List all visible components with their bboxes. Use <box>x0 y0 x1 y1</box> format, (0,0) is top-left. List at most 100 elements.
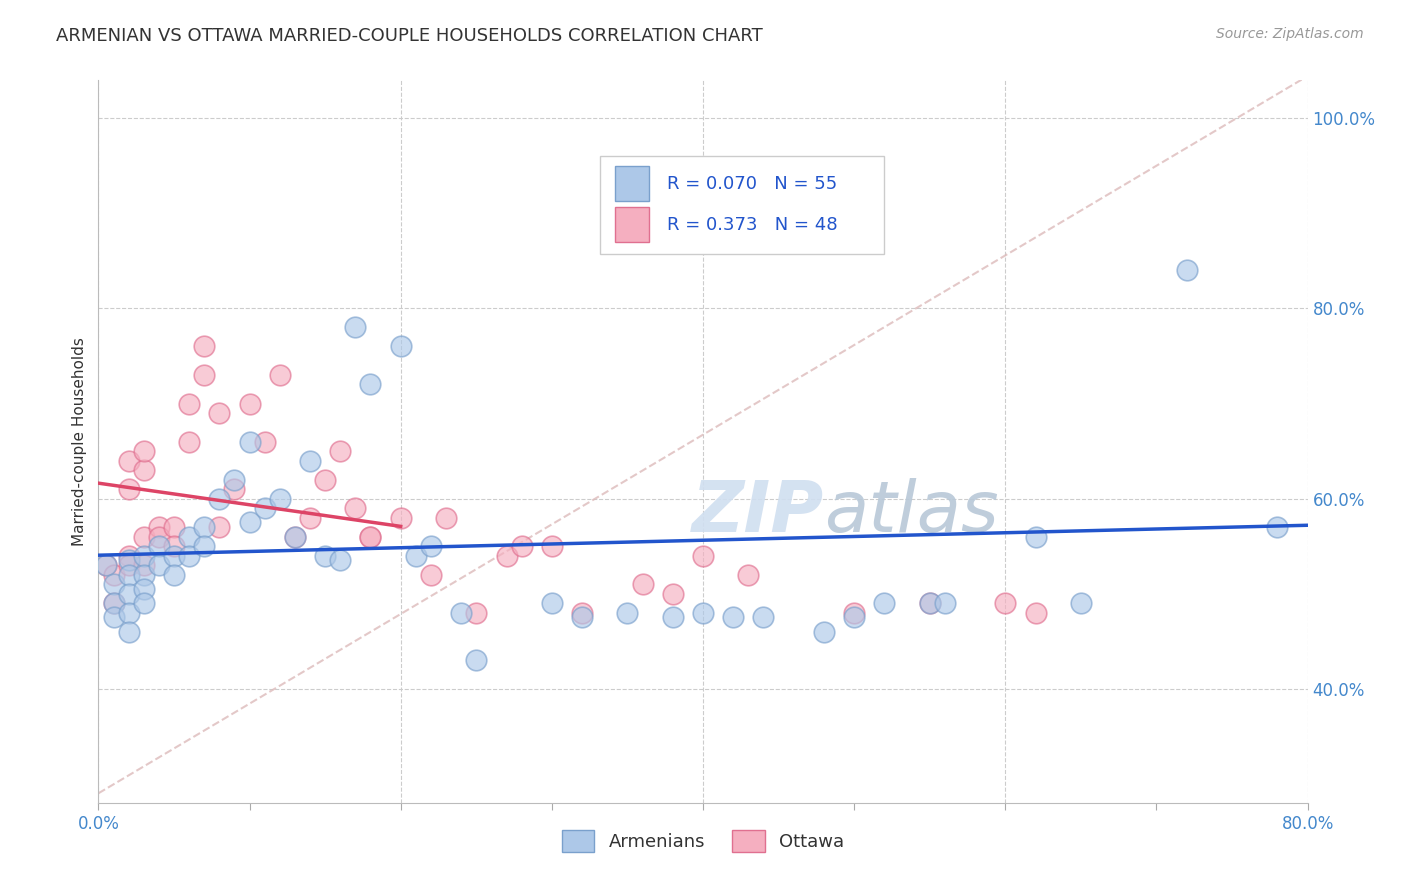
Point <box>132 582 155 596</box>
Point <box>132 463 155 477</box>
Point <box>540 596 562 610</box>
Text: R = 0.373   N = 48: R = 0.373 N = 48 <box>666 216 838 234</box>
FancyBboxPatch shape <box>614 208 648 242</box>
Point <box>1024 530 1046 544</box>
Point <box>118 606 141 620</box>
Point <box>465 606 488 620</box>
Point <box>510 539 533 553</box>
Point <box>239 396 262 410</box>
Point <box>269 368 291 382</box>
Point <box>692 549 714 563</box>
Point <box>314 549 336 563</box>
Point <box>118 453 141 467</box>
Point <box>148 520 170 534</box>
Point <box>118 624 141 639</box>
Text: Source: ZipAtlas.com: Source: ZipAtlas.com <box>1216 27 1364 41</box>
Point <box>179 530 201 544</box>
Point <box>239 516 262 530</box>
Point <box>465 653 488 667</box>
Point <box>661 587 683 601</box>
Text: R = 0.070   N = 55: R = 0.070 N = 55 <box>666 175 837 193</box>
Point <box>844 226 866 240</box>
Point <box>103 577 125 591</box>
Point <box>299 453 322 467</box>
Point <box>94 558 117 573</box>
FancyBboxPatch shape <box>614 166 648 201</box>
Y-axis label: Married-couple Households: Married-couple Households <box>72 337 87 546</box>
Legend: Armenians, Ottawa: Armenians, Ottawa <box>554 822 852 859</box>
Point <box>132 596 155 610</box>
Point <box>918 596 941 610</box>
Point <box>420 567 443 582</box>
Point <box>284 530 307 544</box>
Point <box>873 596 896 610</box>
Point <box>420 539 443 553</box>
Point <box>132 530 155 544</box>
Point <box>94 558 117 573</box>
FancyBboxPatch shape <box>600 156 884 253</box>
Point <box>360 377 382 392</box>
Point <box>918 596 941 610</box>
Point <box>208 520 231 534</box>
Point <box>540 539 562 553</box>
Point <box>571 606 593 620</box>
Point <box>132 567 155 582</box>
Point <box>118 558 141 573</box>
Point <box>132 549 155 563</box>
Point <box>179 434 201 449</box>
Point <box>118 567 141 582</box>
Point <box>163 567 186 582</box>
Point <box>193 539 215 553</box>
Point <box>329 553 352 567</box>
Point <box>1024 606 1046 620</box>
Point <box>239 434 262 449</box>
Point <box>344 501 367 516</box>
Point <box>360 530 382 544</box>
Point <box>314 473 336 487</box>
Point <box>132 444 155 458</box>
Point <box>737 567 759 582</box>
Point <box>118 587 141 601</box>
Point <box>163 539 186 553</box>
Point <box>208 491 231 506</box>
Point <box>148 558 170 573</box>
Point <box>692 606 714 620</box>
Point <box>495 549 517 563</box>
Point <box>148 530 170 544</box>
Point <box>163 520 186 534</box>
Point <box>723 610 745 624</box>
Point <box>148 539 170 553</box>
Point <box>193 339 215 353</box>
Point <box>179 396 201 410</box>
Point <box>118 553 141 567</box>
Point <box>434 510 457 524</box>
Point <box>224 473 246 487</box>
Point <box>103 610 125 624</box>
Point <box>103 596 125 610</box>
Point <box>253 434 276 449</box>
Point <box>103 567 125 582</box>
Point <box>344 320 367 334</box>
Text: ARMENIAN VS OTTAWA MARRIED-COUPLE HOUSEHOLDS CORRELATION CHART: ARMENIAN VS OTTAWA MARRIED-COUPLE HOUSEH… <box>56 27 763 45</box>
Point <box>1175 263 1198 277</box>
Point <box>994 596 1017 610</box>
Point <box>193 520 215 534</box>
Point <box>661 610 683 624</box>
Point <box>132 558 155 573</box>
Point <box>844 610 866 624</box>
Text: atlas: atlas <box>824 478 998 548</box>
Point <box>450 606 472 620</box>
Point <box>118 549 141 563</box>
Point <box>329 444 352 458</box>
Point <box>269 491 291 506</box>
Point <box>616 606 638 620</box>
Point <box>389 339 412 353</box>
Point <box>163 549 186 563</box>
Point <box>284 530 307 544</box>
Point <box>299 510 322 524</box>
Point <box>103 596 125 610</box>
Point <box>224 482 246 496</box>
Point <box>193 368 215 382</box>
Point <box>813 624 835 639</box>
Point <box>571 610 593 624</box>
